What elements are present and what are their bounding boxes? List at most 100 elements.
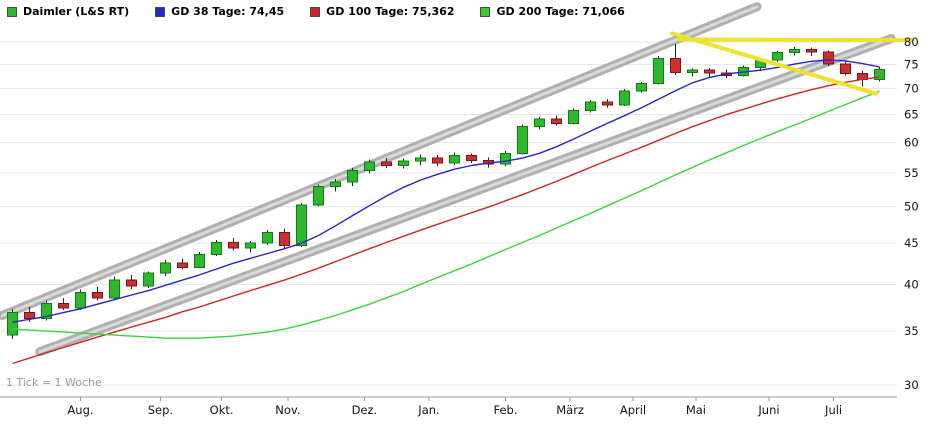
month-label: März <box>556 403 584 417</box>
ma-line-gd100 <box>12 76 880 365</box>
price-tick-label: 40 <box>904 277 919 291</box>
candle-down <box>602 101 613 106</box>
candle-up <box>143 272 154 287</box>
month-label: April <box>620 403 646 417</box>
candle-up <box>75 291 86 309</box>
candle-up <box>262 231 273 244</box>
candle-down <box>432 157 443 164</box>
legend-label-daimler: Daimler (L&S RT) <box>23 5 130 18</box>
month-label: Mai <box>686 403 706 417</box>
candle-up <box>211 241 222 255</box>
candle-up <box>415 157 426 162</box>
candle-up <box>449 155 460 164</box>
candle-down <box>177 262 188 268</box>
legend-item-gd38: GD 38 Tage: 74,45 <box>155 5 284 18</box>
price-tick-label: 75 <box>904 58 919 72</box>
ma-line-gd38 <box>12 59 880 323</box>
month-label: Juni <box>757 403 779 417</box>
candle-up <box>772 52 783 61</box>
gd-100-tage-polyline <box>12 76 880 365</box>
candle-down <box>840 63 851 75</box>
candle-up <box>7 312 18 336</box>
month-label: Sep. <box>148 403 173 417</box>
candle-down <box>279 231 290 247</box>
gd-38-tage-polyline <box>12 59 880 323</box>
candle-down <box>466 155 477 162</box>
tick-interval-note: 1 Tick = 1 Woche <box>6 376 102 389</box>
price-tick-label: 80 <box>904 35 919 49</box>
trend-channel-layer <box>0 2 896 357</box>
month-label: Nov. <box>275 403 300 417</box>
candle-down <box>551 118 562 124</box>
candle-up <box>619 90 630 106</box>
candle-up <box>347 169 358 183</box>
candle-up <box>364 161 375 171</box>
candle-up <box>296 204 307 247</box>
legend-item-daimler: Daimler (L&S RT) <box>7 5 129 18</box>
candle-up <box>194 253 205 268</box>
candle-up <box>517 126 528 154</box>
price-tick-label: 35 <box>904 324 919 338</box>
price-tick-label: 50 <box>904 199 919 213</box>
month-label: Feb. <box>493 403 517 417</box>
legend-swatch-gd38 <box>155 6 166 17</box>
candle-up <box>330 181 341 188</box>
price-tick-label: 55 <box>904 166 919 180</box>
candle-down <box>670 58 681 74</box>
candle-up <box>874 68 885 80</box>
annotation-lines-layer <box>670 31 914 96</box>
legend-label-gd100: GD 100 Tage: 75,362 <box>326 5 455 18</box>
candle-down <box>806 49 817 53</box>
price-tick-label: 65 <box>904 108 919 122</box>
candle-down <box>24 312 35 319</box>
candle-down <box>92 291 103 299</box>
legend-swatch-gd100 <box>310 6 321 17</box>
grid-layer <box>0 41 897 386</box>
candle-up <box>500 152 511 165</box>
legend-swatch-daimler <box>7 6 17 17</box>
legend-item-gd100: GD 100 Tage: 75,362 <box>310 5 454 18</box>
candle-up <box>789 49 800 54</box>
month-label: Jan. <box>417 403 439 417</box>
candle-down <box>381 161 392 166</box>
legend-item-gd200: GD 200 Tage: 71,066 <box>480 5 625 18</box>
candle-up <box>585 101 596 111</box>
candle-up <box>41 302 52 319</box>
legend-swatch-gd200 <box>480 6 491 17</box>
price-tick-label: 30 <box>904 378 919 392</box>
month-label: Okt. <box>210 403 234 417</box>
y-axis-labels: 30 35 40 45 50 55 60 65 70 75 80 <box>904 35 919 392</box>
chart-legend: Daimler (L&S RT) GD 38 Tage: 74,45 GD 10… <box>7 5 625 18</box>
price-tick-label: 45 <box>904 236 919 250</box>
price-tick-label: 70 <box>904 82 919 96</box>
candles-layer <box>7 43 885 340</box>
candle-up <box>653 58 664 85</box>
ma-line-gd200 <box>12 90 880 339</box>
yellow-falling-trendline <box>670 31 879 96</box>
candle-up <box>313 186 324 206</box>
month-label: Juli <box>824 403 842 417</box>
month-label: Dez. <box>352 403 378 417</box>
candle-down <box>823 51 834 65</box>
price-tick-label: 60 <box>904 136 919 150</box>
legend-label-gd200: GD 200 Tage: 71,066 <box>496 5 625 18</box>
candle-up <box>398 160 409 166</box>
candle-down <box>126 279 137 287</box>
candle-up <box>687 69 698 74</box>
candle-up <box>568 109 579 124</box>
legend-label-gd38: GD 38 Tage: 74,45 <box>171 5 285 18</box>
candle-down <box>704 69 715 74</box>
yellow-resistance-line <box>676 37 914 43</box>
candle-up <box>245 242 256 249</box>
gd-200-tage-polyline <box>12 90 880 339</box>
candle-up <box>534 118 545 128</box>
candle-up <box>636 83 647 92</box>
x-axis: Aug. Sep. Okt. Nov. Dez. Jan. Feb. März April Mai… <box>0 396 897 417</box>
candle-down <box>58 302 69 309</box>
candle-down <box>228 241 239 249</box>
month-label: Aug. <box>67 403 93 417</box>
candle-up <box>160 262 171 274</box>
candle-up <box>109 279 120 299</box>
